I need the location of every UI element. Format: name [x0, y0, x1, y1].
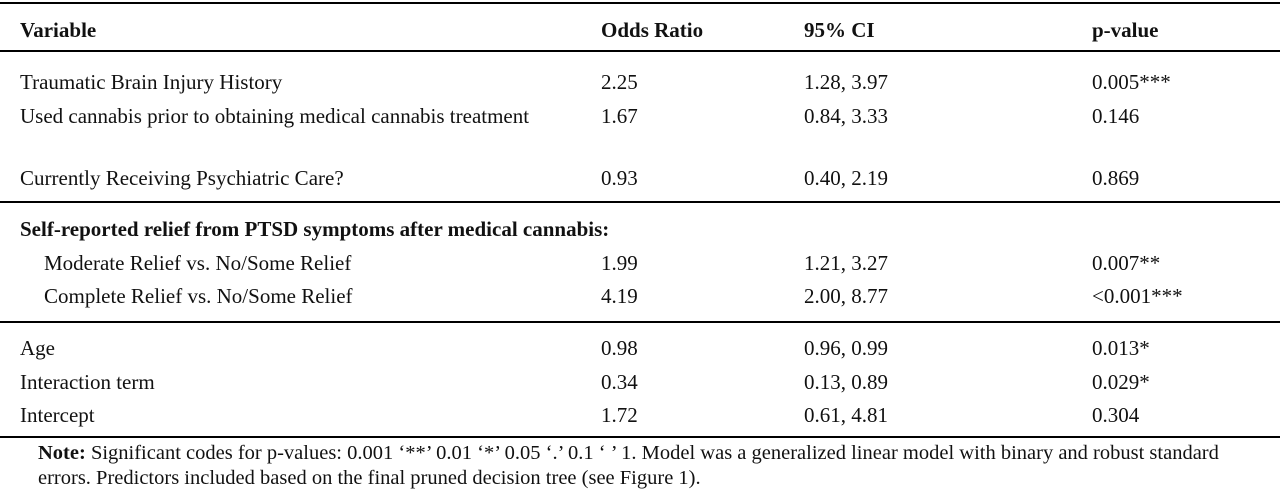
row-age-or: 0.98 [601, 336, 638, 360]
row-complete-relief-variable: Complete Relief vs. No/Some Relief [44, 284, 353, 308]
row-intercept-variable: Intercept [20, 403, 95, 427]
top-rule [0, 2, 1280, 4]
row-moderate-relief-ci: 1.21, 3.27 [804, 251, 888, 275]
note-text: Significant codes for p-values: 0.001 ‘*… [38, 442, 1219, 489]
row-tbi-ci: 1.28, 3.97 [804, 70, 888, 94]
row-interaction-variable: Interaction term [20, 370, 155, 394]
row-intercept-or: 1.72 [601, 403, 638, 427]
row-prior-cannabis-variable: Used cannabis prior to obtaining medical… [20, 104, 530, 128]
header-p-value: p-value [1092, 18, 1159, 42]
row-tbi-variable: Traumatic Brain Injury History [20, 70, 283, 94]
row-complete-relief-or: 4.19 [601, 284, 638, 308]
section-rule-1 [0, 201, 1280, 203]
row-interaction-ci: 0.13, 0.89 [804, 370, 888, 394]
row-interaction-p: 0.029* [1092, 370, 1150, 394]
row-complete-relief-p: <0.001*** [1092, 284, 1183, 308]
row-moderate-relief-p: 0.007** [1092, 251, 1161, 275]
section-rule-2 [0, 321, 1280, 323]
row-age-variable: Age [20, 336, 55, 360]
row-tbi-p: 0.005*** [1092, 70, 1171, 94]
row-moderate-relief-or: 1.99 [601, 251, 638, 275]
row-complete-relief-ci: 2.00, 8.77 [804, 284, 888, 308]
row-psych-care-ci: 0.40, 2.19 [804, 166, 888, 190]
row-psych-care-or: 0.93 [601, 166, 638, 190]
row-prior-cannabis-p: 0.146 [1092, 104, 1140, 128]
bottom-rule [0, 436, 1280, 438]
row-age-ci: 0.96, 0.99 [804, 336, 888, 360]
row-age-p: 0.013* [1092, 336, 1150, 360]
row-prior-cannabis-or: 1.67 [601, 104, 638, 128]
row-prior-cannabis-ci: 0.84, 3.33 [804, 104, 888, 128]
header-rule [0, 50, 1280, 52]
header-variable: Variable [20, 18, 97, 42]
header-odds-ratio: Odds Ratio [601, 18, 704, 42]
row-intercept-p: 0.304 [1092, 403, 1140, 427]
section-label-relief: Self-reported relief from PTSD symptoms … [20, 217, 610, 241]
row-intercept-ci: 0.61, 4.81 [804, 403, 888, 427]
row-psych-care-p: 0.869 [1092, 166, 1140, 190]
table-note: Note: Significant codes for p-values: 0.… [38, 441, 1258, 491]
row-psych-care-variable: Currently Receiving Psychiatric Care? [20, 166, 344, 190]
row-moderate-relief-variable: Moderate Relief vs. No/Some Relief [44, 251, 352, 275]
note-label: Note: [38, 442, 86, 464]
header-ci: 95% CI [804, 18, 875, 42]
row-interaction-or: 0.34 [601, 370, 638, 394]
row-tbi-or: 2.25 [601, 70, 638, 94]
